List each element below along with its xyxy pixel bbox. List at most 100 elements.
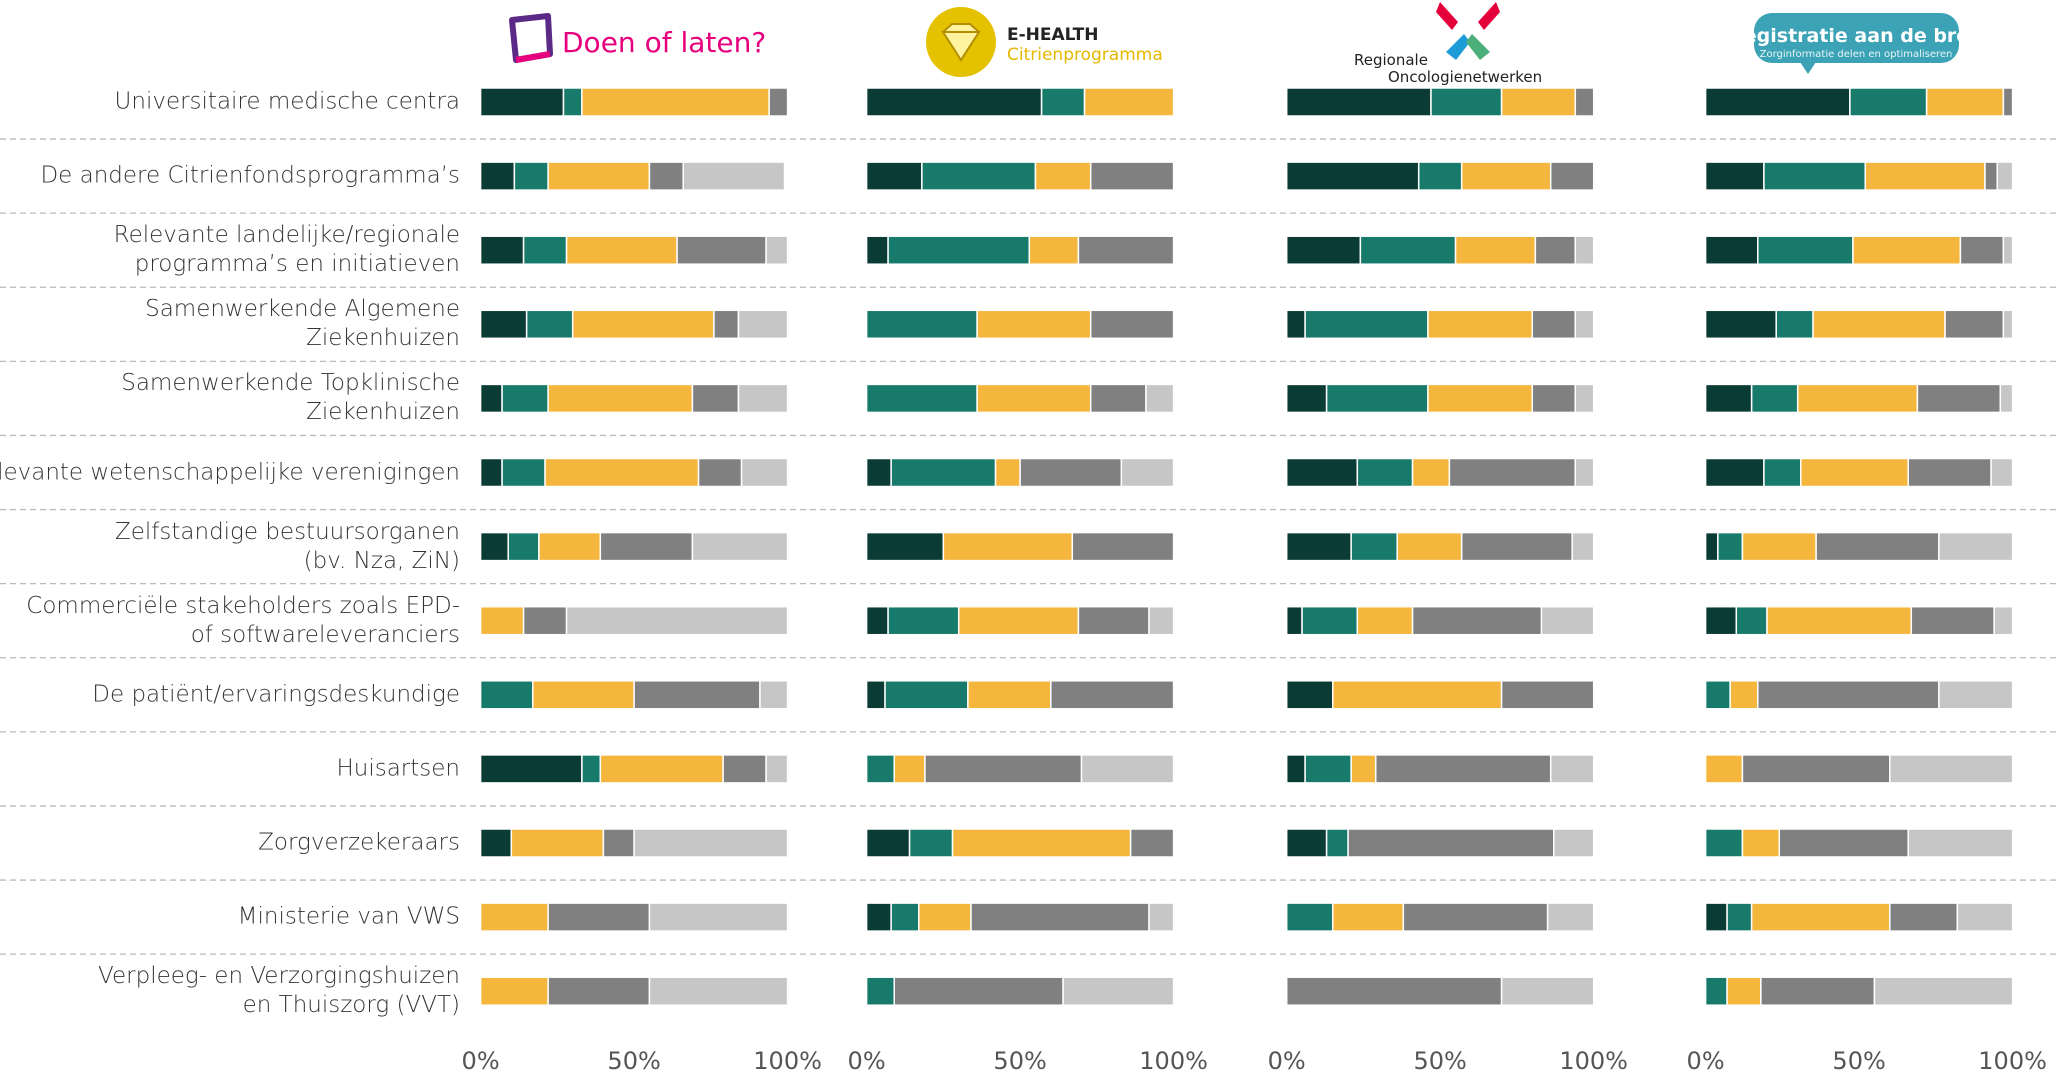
bar-segment — [957, 605, 1080, 636]
bar-segment — [1574, 309, 1595, 340]
bar-segment — [479, 976, 549, 1006]
bar-segment — [887, 605, 960, 636]
bar-segment — [1726, 976, 1762, 1006]
bar-segment — [1285, 383, 1328, 414]
bar-segment — [633, 828, 789, 858]
bar-segment — [1750, 383, 1799, 414]
bar-segment — [1574, 383, 1595, 414]
bar-segment — [544, 457, 700, 488]
bar-segment — [1430, 87, 1503, 117]
bar-segment — [1757, 680, 1940, 710]
bar-segment — [1050, 680, 1175, 710]
panel-title: E-HEALTH — [1007, 25, 1099, 45]
bar-segment — [1741, 828, 1781, 858]
bar-segment — [1704, 457, 1765, 488]
bar-segment — [1704, 754, 1744, 784]
bar-segment — [547, 902, 651, 932]
bar-segment — [1500, 976, 1595, 1006]
bar-segment — [1148, 902, 1175, 932]
bar-segment — [765, 235, 789, 265]
bar-segment — [507, 531, 540, 562]
bar-segment — [1852, 235, 1962, 265]
panel-subtitle: Oncologienetwerken — [1388, 68, 1542, 86]
bar-segment — [865, 902, 892, 932]
bar-segment — [921, 161, 1037, 191]
bar-segment — [890, 902, 920, 932]
bar-segment — [1574, 457, 1595, 488]
category-label: Samenwerkende Algemene Ziekenhuizen — [145, 296, 460, 352]
bar-segment — [865, 976, 895, 1006]
bar-segment — [865, 235, 889, 265]
bar-segment — [2002, 235, 2014, 265]
bar-segment — [1129, 828, 1175, 858]
bar-segment — [565, 605, 789, 636]
category-label: Relevante landelijke/regionale programma… — [113, 222, 460, 278]
bar-segment — [2002, 309, 2014, 340]
bar-segment — [1080, 754, 1175, 784]
bar-segment — [510, 828, 605, 858]
bar-segment — [1996, 161, 2014, 191]
x-tick-label: 0% — [848, 1047, 886, 1075]
bar-segment — [1889, 754, 2014, 784]
bar-segment — [1704, 309, 1777, 340]
bar-segment — [865, 605, 889, 636]
bar-segment — [722, 754, 767, 784]
bar-segment — [697, 457, 743, 488]
bar-segment — [951, 828, 1132, 858]
x-tick-label: 50% — [1414, 1047, 1467, 1075]
category-label: Verpleeg- en Verzorgingshuizen en Thuisz… — [98, 963, 460, 1019]
bar-segment — [1304, 754, 1352, 784]
bar-segment — [1089, 383, 1147, 414]
bar-segment — [676, 235, 767, 265]
bar-segment — [1704, 976, 1728, 1006]
panel-title: Doen of laten? — [562, 26, 766, 59]
bar-segment — [1427, 383, 1534, 414]
bar-segment — [1285, 976, 1503, 1006]
x-tick-label: 50% — [993, 1047, 1046, 1075]
bar-segment — [1812, 309, 1946, 340]
bar-segment — [865, 531, 945, 562]
bar-segment — [1071, 531, 1175, 562]
bar-segment — [1304, 309, 1429, 340]
bar-segment — [1332, 680, 1503, 710]
bar-segment — [1993, 605, 2014, 636]
bar-segment — [1907, 828, 2014, 858]
bar-segment — [1726, 902, 1753, 932]
bar-segment — [1019, 457, 1123, 488]
bar-segment — [1332, 902, 1405, 932]
bar-segment — [1534, 235, 1577, 265]
bar-segment — [522, 235, 568, 265]
bar-segment — [1089, 309, 1175, 340]
bar-segment — [1704, 161, 1765, 191]
category-label: Commerciële stakeholders zoals EPD- of s… — [26, 592, 460, 648]
bar-segment — [1704, 235, 1759, 265]
bar-segment — [682, 161, 786, 191]
bar-segment — [976, 309, 1092, 340]
bar-segment — [479, 457, 503, 488]
bar-segment — [479, 87, 565, 117]
bar-segment — [1325, 383, 1429, 414]
bar-segment — [1873, 976, 2014, 1006]
bar-segment — [479, 309, 528, 340]
bar-segment — [1704, 87, 1851, 117]
bar-segment — [1704, 531, 1719, 562]
bar-segment — [479, 902, 549, 932]
bar-segment — [1285, 754, 1306, 784]
bar-segment — [513, 161, 549, 191]
x-tick-label: 100% — [1978, 1047, 2047, 1075]
bar-segment — [1285, 87, 1432, 117]
bar-segment — [479, 235, 525, 265]
bar-segment — [581, 754, 602, 784]
bar-segment — [1285, 457, 1359, 488]
bar-segment — [1959, 235, 2005, 265]
bar-segment — [976, 383, 1092, 414]
bar-segment — [970, 902, 1150, 932]
bar-segment — [759, 680, 789, 710]
bar-segment — [479, 680, 534, 710]
bar-segment — [691, 531, 789, 562]
bar-segment — [1460, 161, 1552, 191]
bar-segment — [562, 87, 583, 117]
bar-segment — [1411, 457, 1451, 488]
bar-segment — [479, 605, 525, 636]
